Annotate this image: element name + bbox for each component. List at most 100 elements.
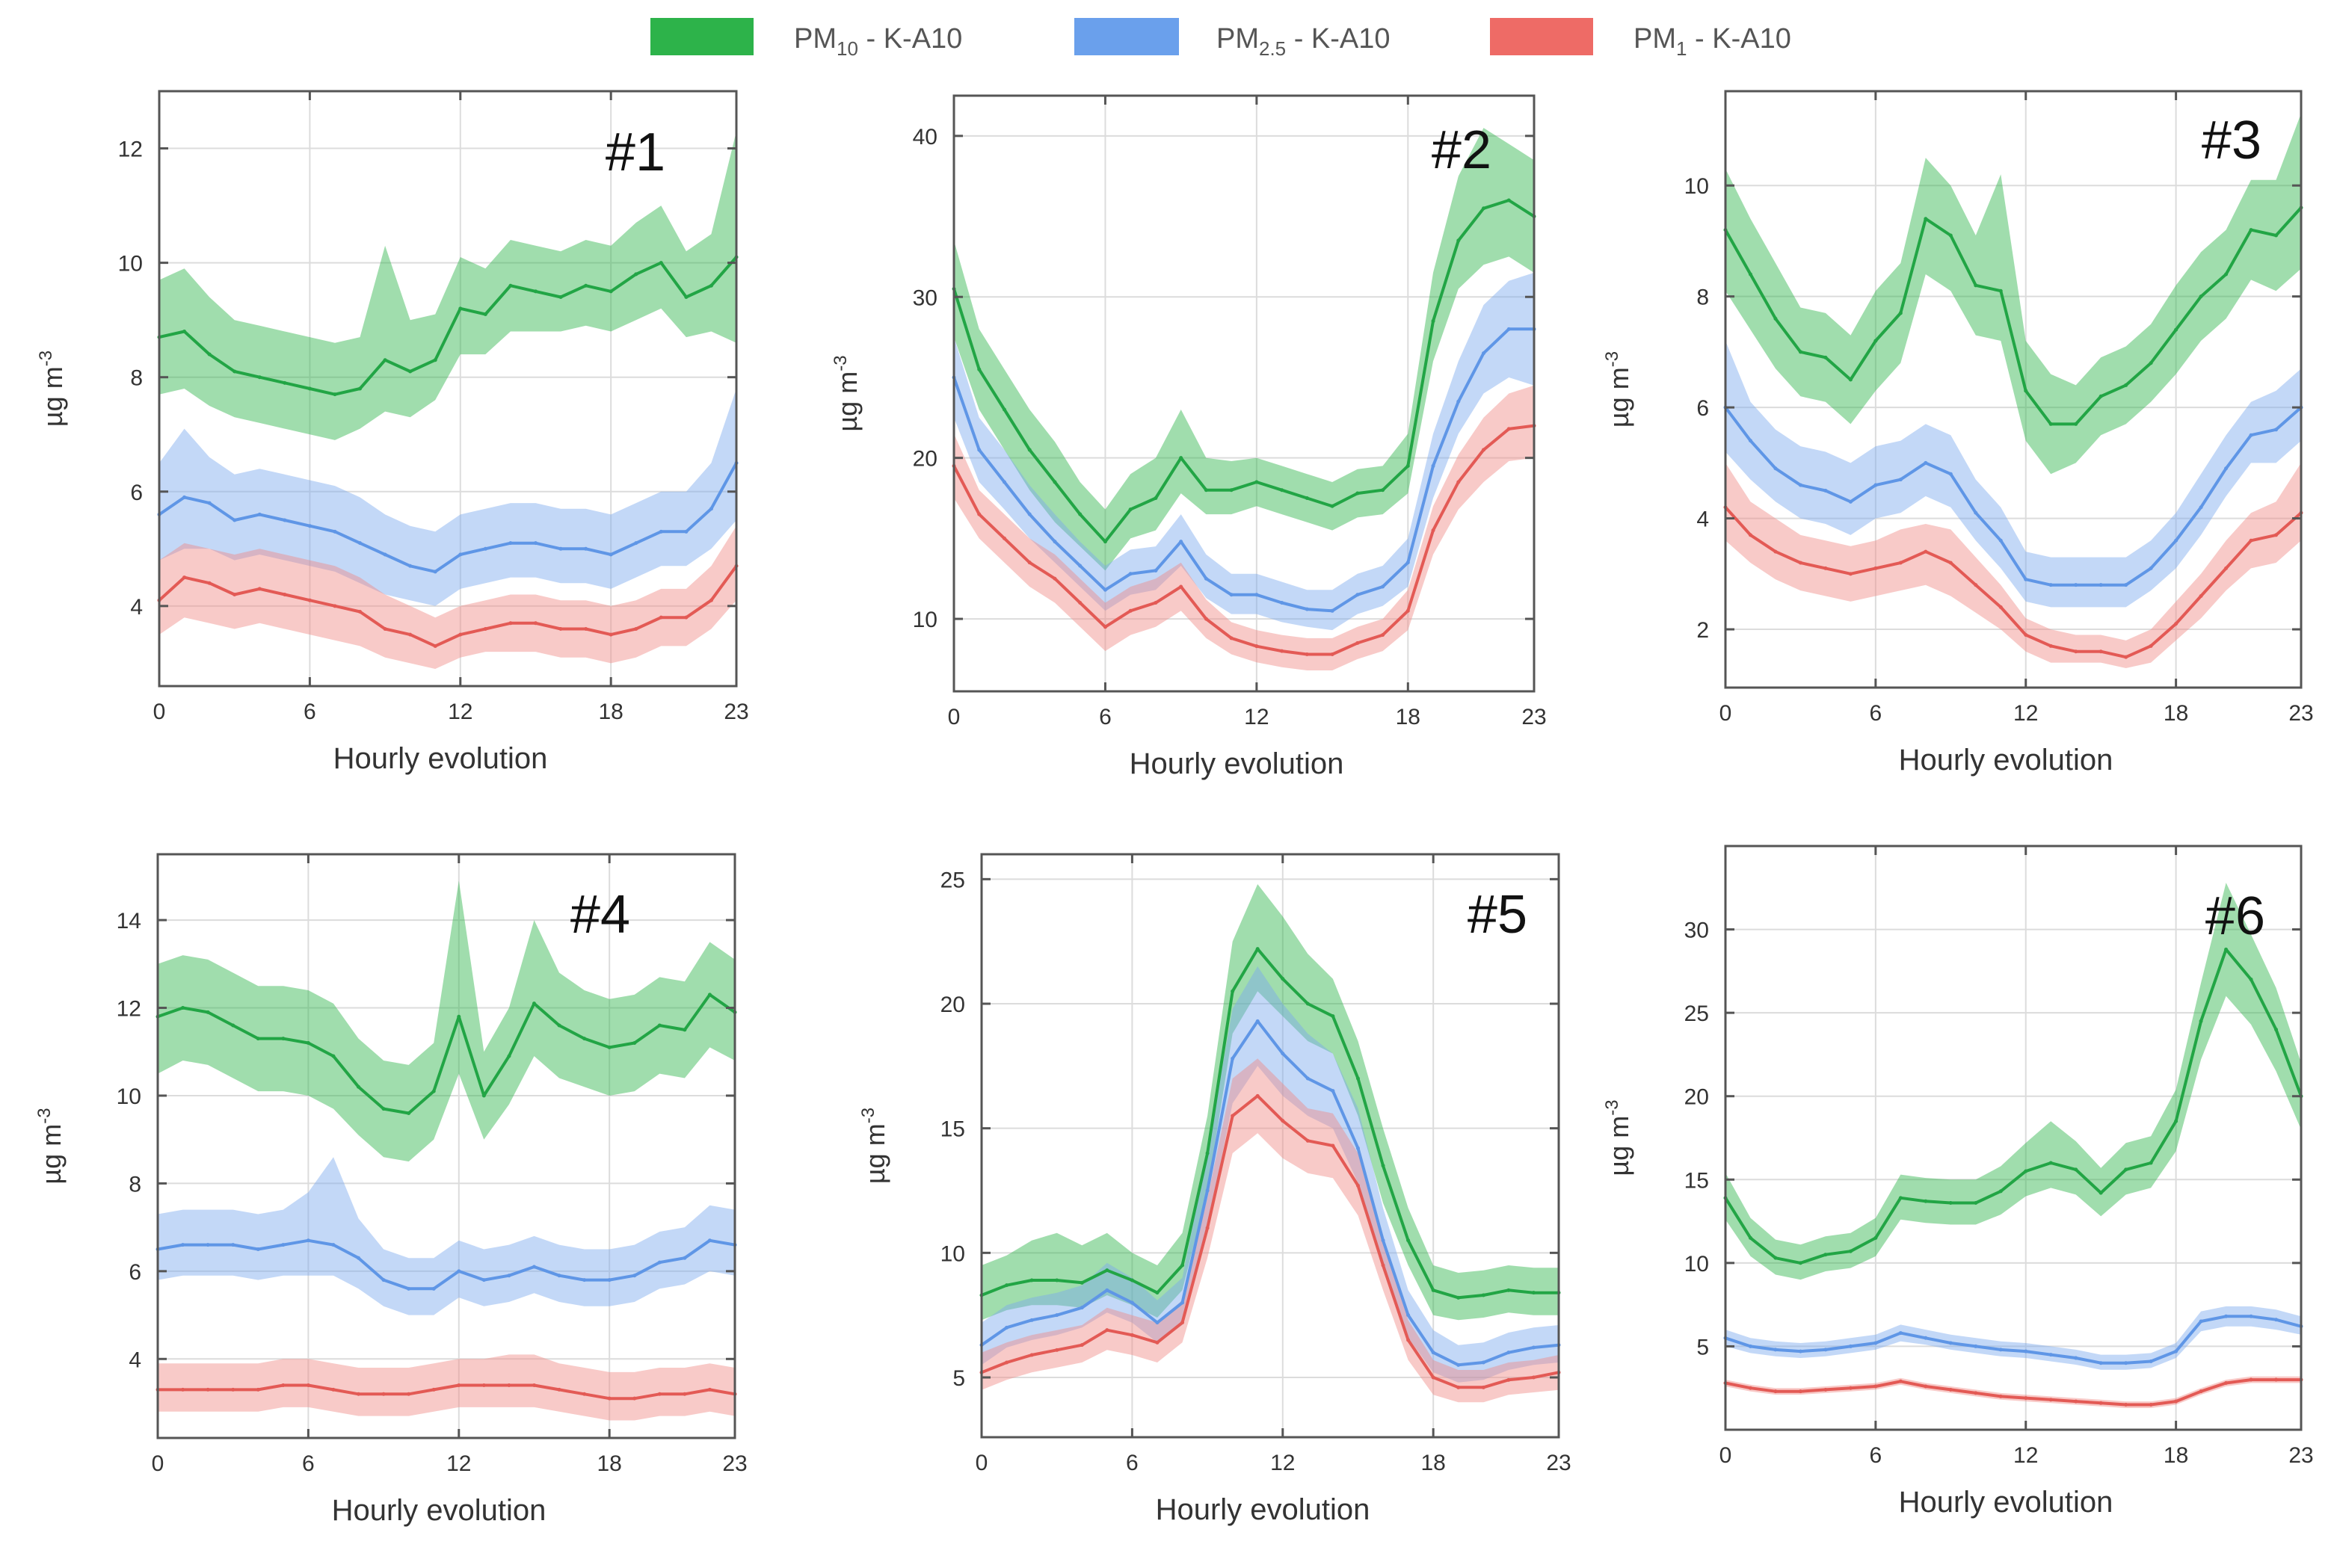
band-pm25 [158, 1157, 735, 1315]
point-pm10 [684, 295, 689, 300]
point-pm1 [1053, 576, 1057, 581]
point-pm25 [1179, 540, 1183, 544]
point-pm25 [1029, 1318, 1034, 1322]
point-pm1 [457, 1383, 461, 1388]
x-tick-label: 18 [1396, 705, 1420, 729]
y-tick-label: 30 [913, 285, 937, 310]
point-pm1 [1281, 1119, 1285, 1123]
point-pm25 [1381, 1238, 1385, 1243]
point-pm10 [1331, 1014, 1335, 1019]
point-pm10 [1998, 288, 2003, 293]
point-pm25 [659, 529, 663, 534]
point-pm10 [458, 306, 463, 311]
point-pm1 [331, 1387, 336, 1392]
point-pm25 [1331, 1089, 1335, 1093]
x-tick-label: 0 [1719, 701, 1732, 726]
point-pm10 [1798, 1261, 1802, 1265]
line-pm1 [158, 1383, 736, 1401]
point-pm10 [2048, 422, 2053, 426]
plot-frame [952, 94, 1536, 693]
point-pm1 [2149, 643, 2153, 648]
point-pm10 [431, 1089, 436, 1093]
point-pm25 [357, 1256, 361, 1260]
point-pm25 [307, 524, 312, 528]
x-tick-label: 6 [1870, 1443, 1882, 1468]
point-pm1 [1080, 1343, 1084, 1348]
point-pm1 [1482, 448, 1486, 452]
point-pm1 [1456, 480, 1461, 484]
point-pm10 [1280, 488, 1284, 493]
point-pm1 [357, 1392, 361, 1396]
panel-3: 0 6 12 18 23 2 4 6 8 10 Hourly evolution µg m-3 #3 [1602, 90, 2314, 777]
x-tick-label: 18 [597, 1451, 621, 1476]
point-pm10 [1204, 488, 1208, 493]
plot-area [982, 854, 1559, 1437]
point-pm1 [609, 632, 613, 637]
panel-title: #6 [2205, 886, 2265, 946]
point-pm1 [1029, 1353, 1034, 1357]
point-pm1 [2074, 649, 2078, 654]
point-pm25 [1773, 466, 1778, 471]
point-pm25 [2124, 1361, 2128, 1365]
point-pm1 [182, 575, 187, 580]
point-pm1 [507, 1383, 511, 1388]
x-tick-label: 18 [598, 700, 623, 724]
point-pm1 [2098, 1401, 2103, 1405]
point-pm1 [1355, 641, 1360, 645]
point-pm25 [1898, 1331, 1903, 1336]
point-pm10 [2024, 1169, 2028, 1173]
panel-title: #4 [570, 885, 630, 945]
point-pm10 [558, 295, 563, 300]
y-tick-label: 14 [117, 909, 141, 933]
point-pm25 [2074, 1356, 2078, 1360]
point-pm10 [1431, 1288, 1435, 1292]
point-pm1 [1948, 1387, 1953, 1392]
y-tick-label: 6 [1696, 396, 1709, 421]
point-pm25 [433, 570, 437, 574]
point-pm10 [977, 367, 982, 371]
point-pm25 [1823, 488, 1828, 493]
point-pm1 [407, 1392, 411, 1396]
point-pm1 [2048, 643, 2053, 648]
point-pm1 [1231, 1114, 1235, 1118]
point-pm25 [2024, 1349, 2028, 1354]
point-pm10 [508, 283, 513, 288]
point-pm10 [582, 1037, 587, 1041]
panel-title: #1 [606, 123, 665, 182]
line-pm10 [981, 947, 1559, 1300]
point-pm10 [1748, 272, 1752, 277]
point-pm1 [1998, 605, 2003, 609]
point-pm1 [558, 626, 563, 631]
x-tick-label: 23 [724, 700, 748, 724]
point-pm10 [1154, 496, 1158, 501]
point-pm10 [306, 1041, 310, 1046]
point-pm1 [1998, 1394, 2003, 1398]
point-pm1 [1798, 561, 1802, 565]
point-pm25 [2199, 505, 2203, 510]
point-pm10 [1130, 1278, 1134, 1283]
point-pm10 [281, 1037, 286, 1041]
point-pm1 [1898, 1379, 1903, 1383]
point-pm1 [1431, 1375, 1435, 1380]
point-pm10 [634, 272, 638, 277]
point-pm25 [1456, 1362, 1461, 1367]
point-pm10 [1355, 1076, 1360, 1081]
point-pm1 [358, 610, 363, 614]
point-pm1 [582, 1392, 587, 1396]
point-pm1 [533, 621, 538, 626]
legend-label-2: PM1 - K-A10 [1633, 23, 1791, 60]
point-pm10 [1773, 316, 1778, 321]
point-pm10 [2224, 947, 2229, 951]
x-tick-label: 0 [976, 1451, 988, 1475]
point-pm10 [1748, 1235, 1752, 1240]
point-pm1 [257, 587, 262, 591]
y-tick-label: 4 [1696, 507, 1709, 532]
point-pm25 [1078, 564, 1083, 568]
point-pm10 [1205, 1151, 1210, 1155]
point-pm10 [331, 1054, 336, 1058]
point-pm10 [1078, 512, 1083, 516]
point-pm25 [481, 1278, 486, 1283]
legend-label-1: PM2.5 - K-A10 [1216, 23, 1391, 60]
point-pm10 [1823, 1253, 1828, 1257]
point-pm25 [1998, 538, 2003, 543]
